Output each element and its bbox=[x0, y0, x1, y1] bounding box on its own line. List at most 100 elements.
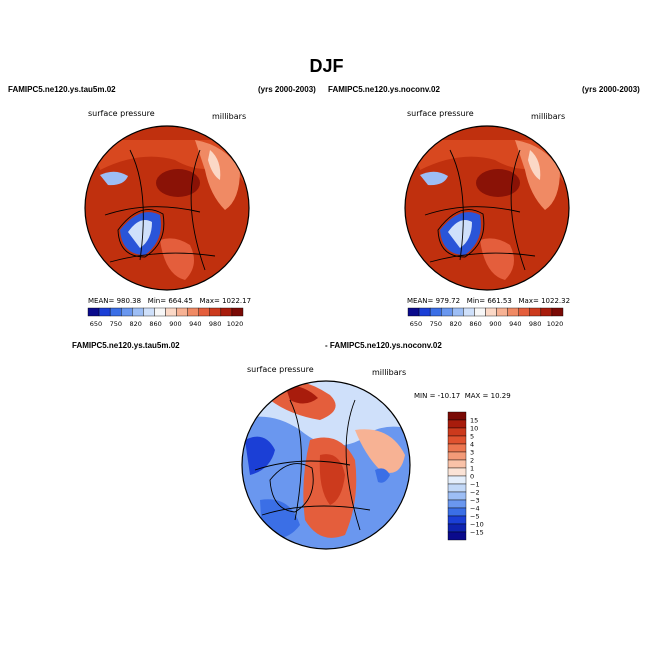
panel3-max-label: MAX = bbox=[464, 392, 489, 400]
right-case-name: FAMIPC5.ne120.ys.noconv.02 bbox=[328, 85, 440, 94]
diff-case-b: - FAMIPC5.ne120.ys.noconv.02 bbox=[325, 341, 442, 350]
panel1-high-pressure-cell bbox=[156, 169, 200, 197]
panel1-colorbar-box bbox=[109, 307, 122, 317]
panel1-colorbar-box bbox=[98, 307, 111, 317]
panel2-colorbar-box bbox=[441, 307, 453, 317]
panel1-greenland-coast bbox=[117, 209, 165, 258]
panel2-plateau-core bbox=[528, 150, 541, 180]
panel3-greenland-coast bbox=[269, 463, 314, 513]
panel2-mean-label: MEAN= bbox=[407, 297, 434, 305]
panel1-colorbar-box bbox=[209, 307, 222, 317]
panel2-min-label: Min= bbox=[466, 297, 486, 305]
panel3-range: MIN = -10.17 MAX = 10.29 bbox=[414, 392, 511, 400]
panel1-min: 664.45 bbox=[168, 297, 193, 305]
panel3-colorbar-box bbox=[447, 467, 467, 477]
panel2-siberia-patch bbox=[420, 171, 448, 186]
panel2-high-pressure-cell bbox=[476, 169, 520, 197]
panel1-colorbar-tick: 980 bbox=[209, 320, 221, 328]
panel2-colorbar-box bbox=[540, 307, 553, 317]
panel1-colorbar-tick: 820 bbox=[130, 320, 142, 328]
panel3-variable-label: surface pressure bbox=[247, 365, 314, 374]
panel1-siberia-patch bbox=[100, 171, 128, 186]
panel2-colorbar-tick: 1020 bbox=[547, 320, 564, 328]
panel1-colorbar-tick: 900 bbox=[169, 320, 181, 328]
panel1-colorbar-box bbox=[231, 307, 244, 317]
panel1-colorbar-box bbox=[121, 307, 133, 317]
panel2-max: 1022.32 bbox=[541, 297, 571, 305]
panel2-colorbar-tick: 820 bbox=[450, 320, 462, 328]
panel3-min: -10.17 bbox=[437, 392, 461, 400]
panel1-map-border bbox=[84, 125, 250, 291]
panel2-colorbar-tick: 750 bbox=[430, 320, 442, 328]
panel3-units-label: millibars bbox=[372, 368, 407, 377]
panel1-colorbar-tick: 650 bbox=[90, 320, 102, 328]
figure-title: DJF bbox=[309, 56, 344, 76]
panel3-colorbar-box bbox=[447, 491, 467, 501]
panel3-colorbar-tick: 10 bbox=[470, 425, 478, 433]
panel1-max-label: Max= bbox=[199, 297, 220, 305]
panel2-colorbar-box bbox=[496, 307, 508, 317]
diff-case-a: FAMIPC5.ne120.ys.tau5m.02 bbox=[72, 341, 180, 350]
panel2-colorbar-tick: 860 bbox=[469, 320, 481, 328]
panel3-colorbar-box bbox=[447, 459, 467, 469]
panel3-colorbar-tick: 1 bbox=[470, 465, 474, 473]
panel1-colorbar-box bbox=[165, 307, 177, 317]
panel1-colorbar-box bbox=[143, 307, 155, 317]
panel1-plateau-core bbox=[208, 150, 221, 180]
panel3-min-label: MIN = bbox=[414, 392, 436, 400]
panel3-colorbar-tick: −15 bbox=[470, 529, 484, 537]
panel3-negative-pacific bbox=[245, 436, 275, 475]
panel1-colorbar-tick: 750 bbox=[110, 320, 122, 328]
panel2-max-label: Max= bbox=[518, 297, 539, 305]
panel3-colorbar-box bbox=[447, 411, 467, 421]
panel3-colorbar-tick: 0 bbox=[470, 473, 474, 481]
panel1-units-label: millibars bbox=[212, 112, 247, 121]
panel2-colorbar-box bbox=[407, 307, 420, 317]
panel1-greenland-core bbox=[128, 219, 152, 248]
panel2-mean: 979.72 bbox=[435, 297, 461, 305]
panel2-colorbar-box bbox=[529, 307, 542, 317]
panel3-colorbar-box bbox=[447, 531, 467, 541]
panel2-colorbar-tick: 940 bbox=[509, 320, 521, 328]
panel1-coastlines bbox=[104, 149, 216, 271]
panel3-positive-europe bbox=[355, 429, 405, 473]
panel3-colorbar-tick: 3 bbox=[470, 449, 474, 457]
panel3-colorbar-box bbox=[447, 419, 467, 429]
panel3-colorbar-tick: 2 bbox=[470, 457, 474, 465]
panel3-max: 10.29 bbox=[490, 392, 511, 400]
panel1-colorbar-box bbox=[154, 307, 166, 317]
panel1-colorbar-tick: 940 bbox=[189, 320, 201, 328]
panel3-map-border bbox=[241, 380, 411, 550]
panel1-colorbar-box bbox=[176, 307, 188, 317]
panel3-colorbar-tick: −10 bbox=[470, 521, 484, 529]
panel1-mean-label: MEAN= bbox=[88, 297, 115, 305]
panel1-colorbar-box bbox=[132, 307, 144, 317]
panel3-colorbar-box bbox=[447, 515, 467, 525]
panel3-colorbar-tick: −1 bbox=[470, 481, 480, 489]
panel2-units-label: millibars bbox=[531, 112, 566, 121]
panel3-colorbar-tick: −4 bbox=[470, 505, 480, 513]
panel2-greenland-coast bbox=[437, 209, 485, 258]
panel1-colorbar-box bbox=[87, 307, 100, 317]
panel3-colorbar-tick: −5 bbox=[470, 513, 480, 521]
panel1-colorbar-box bbox=[198, 307, 210, 317]
panel2-map-border bbox=[404, 125, 570, 291]
panel2-colorbar-box bbox=[452, 307, 464, 317]
panel1-variable-label: surface pressure bbox=[88, 109, 155, 118]
panel3-negative-small bbox=[375, 468, 390, 483]
panel3-colorbar-tick: −2 bbox=[470, 489, 480, 497]
panel3-colorbar-box bbox=[447, 507, 467, 517]
panel3-colorbar-tick: 5 bbox=[470, 433, 474, 441]
panel2-colorbar-tick: 650 bbox=[410, 320, 422, 328]
panel1-colorbar-box bbox=[187, 307, 199, 317]
panel1-max: 1022.17 bbox=[222, 297, 252, 305]
panel2-colorbar-box bbox=[518, 307, 530, 317]
panel3-colorbar-tick: 15 bbox=[470, 417, 478, 425]
panel2-variable-label: surface pressure bbox=[407, 109, 474, 118]
panel2-field-patch bbox=[480, 238, 514, 280]
panel1-colorbar-box bbox=[220, 307, 233, 317]
panel2-colorbar-box bbox=[551, 307, 564, 317]
panel1-map bbox=[84, 125, 250, 291]
right-years: (yrs 2000-2003) bbox=[582, 85, 640, 94]
